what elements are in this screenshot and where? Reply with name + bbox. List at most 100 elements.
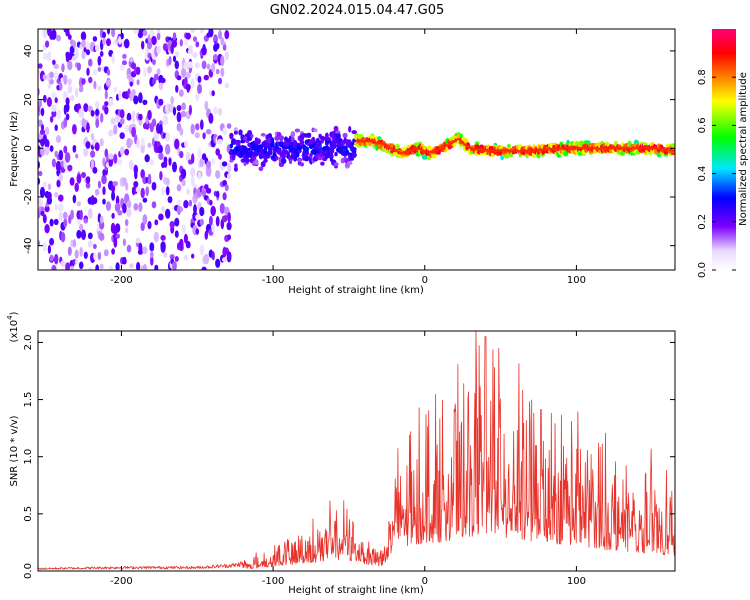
spectrogram-cell xyxy=(44,139,50,149)
spectrogram-cell xyxy=(185,71,191,79)
spectrogram-cell xyxy=(179,238,184,250)
spectrogram-cell xyxy=(171,39,178,48)
spectrogram-cell xyxy=(309,153,313,158)
spectrogram-cell xyxy=(202,44,206,53)
spectrogram-cell xyxy=(105,79,112,87)
spectrogram-cell xyxy=(199,29,204,34)
spectrogram-cell xyxy=(67,78,72,86)
spectrogram-cell xyxy=(67,164,73,172)
spectrogram-cell xyxy=(133,164,138,175)
spectrogram-cell xyxy=(65,102,70,113)
spectrogram-cell xyxy=(83,103,89,113)
spectrogram-cell xyxy=(108,265,113,270)
spectrogram-cell xyxy=(118,35,122,45)
spectrogram-cell xyxy=(219,203,225,214)
spectrogram-cell xyxy=(63,218,68,228)
spectrogram-cell xyxy=(351,130,358,135)
spectrogram-cell xyxy=(188,199,193,207)
spectrogram-cell xyxy=(75,259,79,266)
spectrogram-cell xyxy=(150,256,154,266)
spectrogram-cell xyxy=(394,143,400,150)
spectrogram-cell xyxy=(215,148,220,156)
spectrogram-cell xyxy=(97,180,101,189)
spectrogram-cell xyxy=(56,34,61,42)
spectrogram-cell xyxy=(105,201,112,212)
spectrogram-cell xyxy=(42,214,47,224)
spectrogram-cell xyxy=(94,101,100,110)
spectrogram-cell xyxy=(174,217,180,227)
spectrogram-cell xyxy=(215,68,220,75)
spectrogram-cell xyxy=(250,133,254,139)
spectrogram-cell xyxy=(176,105,182,112)
spectrogram-cell xyxy=(85,141,91,149)
spectrogram-cell xyxy=(159,171,163,181)
spectrogram-cell xyxy=(111,191,116,201)
spectrogram-cell xyxy=(38,63,43,69)
spectrogram-cell xyxy=(199,218,204,226)
spectrogram-cell xyxy=(218,30,222,40)
spectrogram-cell xyxy=(218,153,222,160)
spectrogram-cell xyxy=(99,138,104,147)
spectrogram-cell xyxy=(136,261,141,270)
spectrogram-cell xyxy=(162,116,168,126)
spectrogram-cell xyxy=(74,182,79,192)
spectrogram-cell xyxy=(142,197,148,203)
spectrogram-x-ticks: -200 -100 0 100 xyxy=(110,29,586,286)
spectrogram-cell xyxy=(133,29,139,35)
spectrogram-cell xyxy=(306,132,312,137)
spectrogram-cell xyxy=(206,63,211,70)
spectrogram-cell xyxy=(204,184,209,190)
spectrogram-cell xyxy=(81,50,86,60)
spectrogram-cell xyxy=(192,183,198,190)
spectrogram-cell xyxy=(110,117,116,125)
spectrogram-cell xyxy=(85,49,91,56)
spectrogram-cell xyxy=(42,94,47,103)
spectrogram-cell xyxy=(69,177,75,186)
spectrogram-cell xyxy=(102,37,106,46)
spectrogram-cell xyxy=(95,264,100,270)
spectrogram-cell xyxy=(51,104,57,112)
spectrogram-cell xyxy=(63,145,68,154)
spectrogram-cell xyxy=(47,244,52,254)
spectrogram-cell xyxy=(86,124,90,131)
spectrogram-cell xyxy=(81,78,86,85)
spectrogram-cell xyxy=(217,138,223,145)
spectrogram-cell xyxy=(74,249,79,259)
spectrogram-cell xyxy=(165,177,170,186)
spectrogram-cell xyxy=(104,90,108,100)
y-tick-label: 2.0 xyxy=(23,334,34,350)
spectrogram-cell xyxy=(176,204,182,216)
spectrogram-cell xyxy=(195,92,200,102)
spectrogram-cell xyxy=(215,170,221,179)
spectrogram-cell xyxy=(113,124,118,135)
spectrogram-cell xyxy=(69,94,75,102)
spectrogram-cell xyxy=(229,158,234,163)
spectrogram-cell xyxy=(331,144,337,149)
spectrogram-cell xyxy=(94,142,100,152)
spectrogram-cell xyxy=(104,101,109,107)
spectrogram-cell xyxy=(507,144,511,148)
spectrogram-cell xyxy=(222,44,227,51)
spectrogram-cell xyxy=(193,36,197,42)
spectrogram-cell xyxy=(215,258,221,268)
spectrogram-cell xyxy=(51,30,57,37)
spectrogram-cell xyxy=(128,263,134,269)
spectrogram-cell xyxy=(151,118,157,127)
spectrogram-cell xyxy=(49,218,54,227)
spectrogram-cell xyxy=(348,126,352,133)
spectrogram-cell xyxy=(235,141,241,146)
spectrogram-cell xyxy=(279,135,284,143)
spectrogram-cell xyxy=(133,203,139,211)
spectrogram-cell xyxy=(52,59,56,66)
spectrogram-cell xyxy=(63,117,68,128)
spectrogram-cell xyxy=(51,110,57,118)
spectrogram-cell xyxy=(129,139,133,146)
spectrogram-cell xyxy=(180,110,187,118)
spectrogram-cell xyxy=(185,151,191,163)
spectrogram-cell xyxy=(154,219,159,226)
spectrogram-cell xyxy=(142,214,148,225)
spectrogram-cell xyxy=(53,63,59,70)
snr-series-line xyxy=(38,331,675,570)
spectrogram-cell xyxy=(95,108,99,117)
y-tick-label: 20 xyxy=(23,93,34,106)
